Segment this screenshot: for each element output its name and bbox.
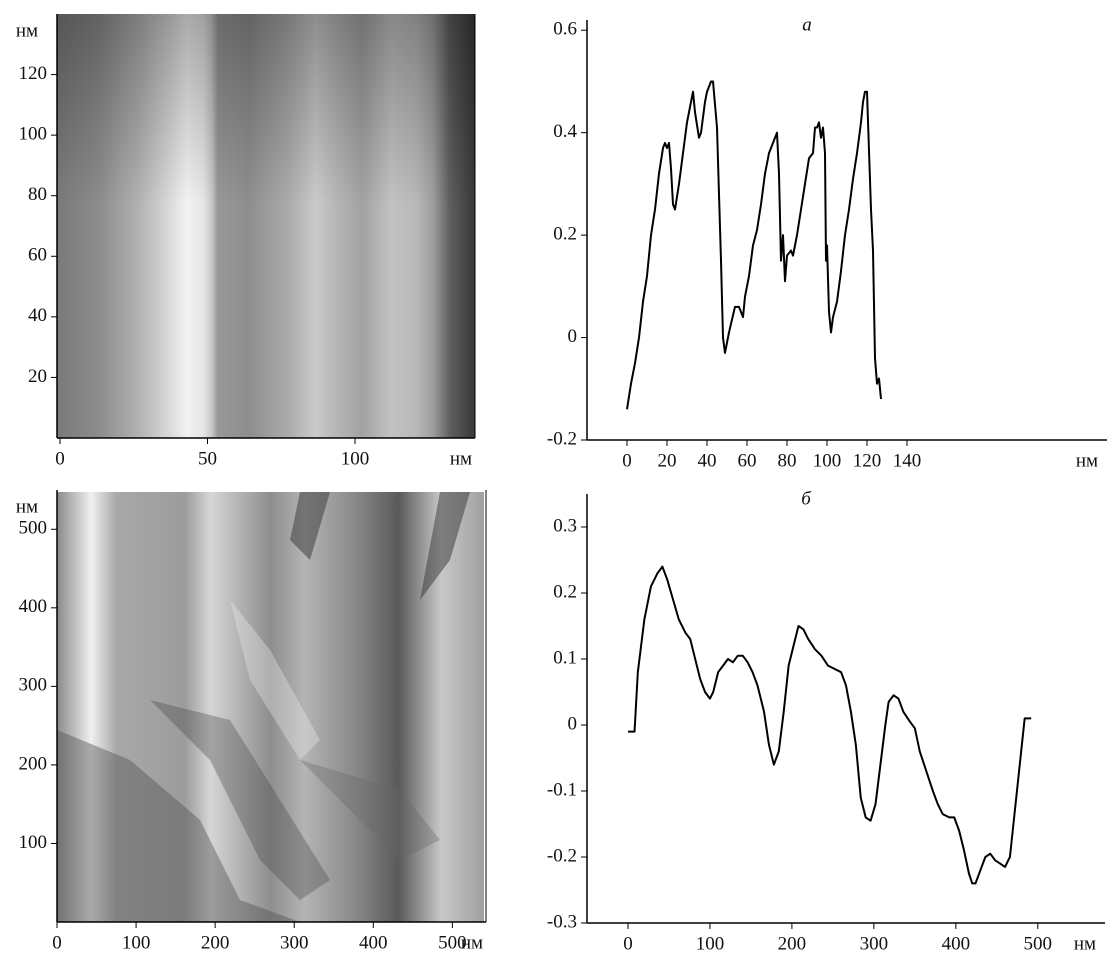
y-tick-label: 0.4	[553, 121, 577, 142]
x-tick-label: 120	[853, 450, 882, 471]
x-tick-label: 140	[893, 450, 922, 471]
x-tick-label: 0	[52, 932, 62, 953]
y-tick-label: 120	[19, 63, 48, 84]
x-tick-label: 80	[778, 450, 797, 471]
y-tick-label: -0.2	[547, 845, 577, 866]
y-tick-label: 20	[28, 366, 47, 387]
x-tick-label: 300	[860, 933, 889, 954]
y-tick-label: 100	[19, 124, 48, 145]
x-tick-label: 100	[122, 932, 151, 953]
x-tick-label: 400	[359, 932, 388, 953]
x-tick-label: 100	[696, 933, 725, 954]
y-axis-label: нм	[16, 20, 38, 41]
x-tick-label: 0	[622, 450, 632, 471]
y-axis-label: нм	[16, 496, 38, 517]
chart-title: а	[802, 14, 812, 35]
y-tick-label: 300	[19, 675, 48, 696]
y-tick-label: 0.6	[553, 19, 577, 40]
y-tick-label: 40	[28, 305, 47, 326]
x-axis-label: нм	[461, 932, 483, 953]
x-tick-label: 200	[201, 932, 230, 953]
y-tick-label: 200	[19, 753, 48, 774]
x-axis-label: нм	[450, 448, 472, 469]
y-tick-label: 100	[19, 832, 48, 853]
x-tick-label: 400	[942, 933, 971, 954]
x-tick-label: 50	[198, 448, 217, 469]
afm-image-top	[57, 14, 475, 438]
y-tick-label: 0	[568, 713, 578, 734]
x-tick-label: 100	[813, 450, 842, 471]
x-tick-label: 300	[280, 932, 309, 953]
x-tick-label: 60	[738, 450, 757, 471]
y-tick-label: 80	[28, 184, 47, 205]
y-tick-label: 0.2	[553, 223, 577, 244]
x-axis-label: нм	[1076, 450, 1098, 471]
y-tick-label: 400	[19, 596, 48, 617]
y-tick-label: 60	[28, 245, 47, 266]
y-tick-label: 0.1	[553, 647, 577, 668]
y-tick-label: 0.2	[553, 581, 577, 602]
x-tick-label: 0	[623, 933, 633, 954]
x-tick-label: 200	[778, 933, 807, 954]
y-tick-label: 0	[568, 326, 578, 347]
profile-line	[626, 80, 882, 410]
x-tick-label: 20	[658, 450, 677, 471]
y-tick-label: -0.2	[547, 428, 577, 449]
y-tick-label: -0.3	[547, 911, 577, 932]
profile-line	[627, 565, 1032, 885]
afm-image-bottom	[57, 492, 484, 922]
x-axis-label: нм	[1074, 933, 1096, 954]
x-tick-label: 500	[1024, 933, 1053, 954]
y-tick-label: 500	[19, 518, 48, 539]
x-tick-label: 500	[438, 932, 467, 953]
chart-title: б	[801, 488, 812, 509]
x-tick-label: 0	[55, 448, 65, 469]
y-tick-label: -0.1	[547, 779, 577, 800]
x-tick-label: 100	[341, 448, 370, 469]
x-tick-label: 40	[698, 450, 717, 471]
y-tick-label: 0.3	[553, 515, 577, 536]
